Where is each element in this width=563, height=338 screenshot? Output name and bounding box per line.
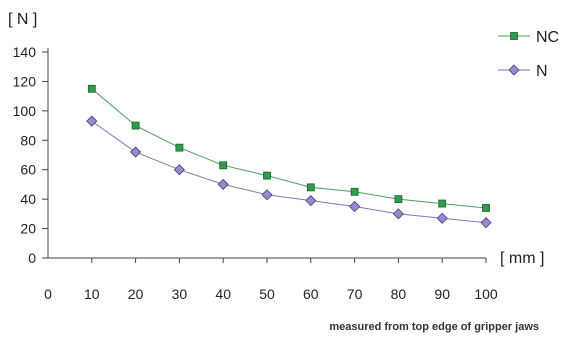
y-tick-label: 100 [13,103,37,119]
data-point [130,146,142,158]
series-group [86,84,492,229]
data-point [219,161,228,170]
data-point [306,183,315,192]
series-n [86,115,492,229]
chart-note: measured from top edge of gripper jaws [329,321,539,333]
data-point [350,187,359,196]
x-axis-label: [ mm ] [500,250,544,267]
x-tick-label: 60 [303,286,319,302]
legend-item-n: N [498,63,548,80]
y-tick-label: 0 [28,250,36,266]
legend-label: NC [536,29,559,46]
x-tick-label: 90 [434,286,450,302]
data-point [482,204,490,212]
legend-label: N [536,63,548,80]
x-tick-label: 10 [84,286,100,302]
x-tick-label: 70 [347,286,363,302]
x-tick-label: 40 [215,286,231,302]
y-axis-label: [ N ] [8,11,37,28]
legend-item-nc: NC [498,29,559,46]
data-point [131,121,140,130]
legend: NC N [498,29,559,80]
data-point [438,199,447,208]
data-point [261,189,273,201]
x-tick-label: 100 [474,286,498,302]
x-tick-label: 20 [128,286,144,302]
x-tick-labels: 0 10 20 30 40 50 60 70 80 90 100 [44,286,498,302]
data-point [480,217,492,229]
y-tick-labels: 0 20 40 60 80 100 120 140 [13,44,37,266]
series-line-nc [91,88,487,209]
legend-marker [508,64,520,76]
series-nc [87,84,490,212]
data-point [173,164,185,176]
x-tick-label: 80 [391,286,407,302]
y-tick-label: 40 [20,191,36,207]
axes [42,48,487,263]
x-tick-label: 0 [44,286,52,302]
data-point [86,115,98,127]
data-point [175,143,184,152]
y-tick-label: 60 [20,162,36,178]
y-tick-label: 120 [13,73,37,89]
y-tick-label: 20 [20,221,36,237]
data-point [87,84,96,93]
data-point [217,178,229,190]
x-tick-label: 50 [259,286,275,302]
y-tick-label: 140 [13,44,37,60]
data-point [349,200,361,213]
data-point [436,212,448,224]
data-point [394,195,403,204]
legend-marker [510,32,518,40]
data-point [263,171,271,180]
data-point [392,208,404,220]
series-line-n [91,120,487,224]
data-point [305,195,317,207]
x-tick-label: 30 [172,286,188,302]
y-tick-label: 80 [20,132,36,148]
